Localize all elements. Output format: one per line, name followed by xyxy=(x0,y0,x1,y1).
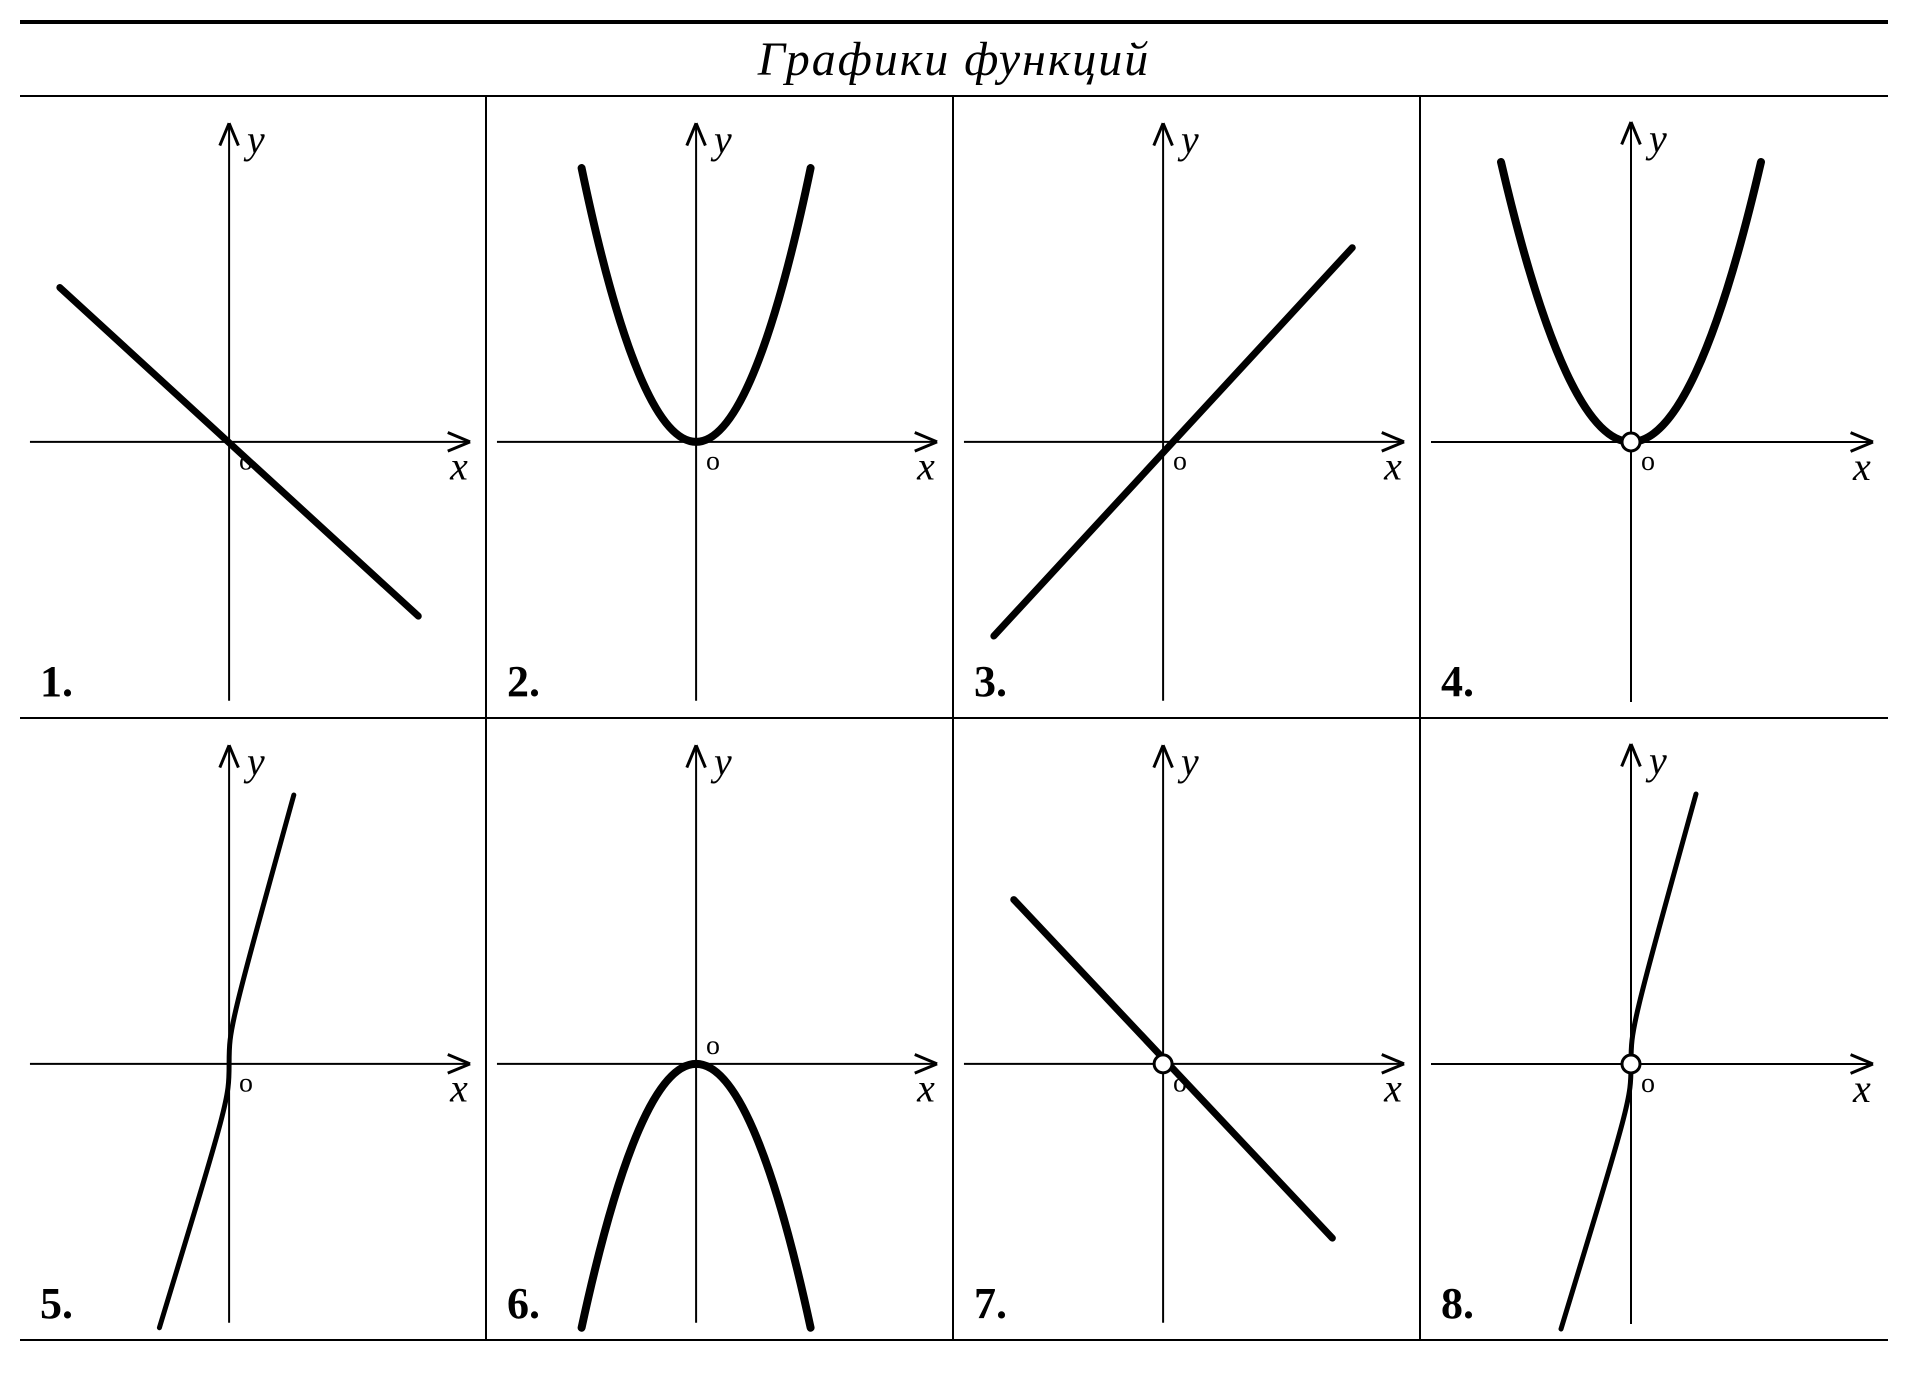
plot-cell-8: y x o 8. xyxy=(1421,719,1888,1341)
plot-number-1: 1. xyxy=(40,656,73,707)
plot-svg-8: y x o xyxy=(1421,719,1888,1339)
svg-text:x: x xyxy=(1852,1066,1871,1111)
svg-text:x: x xyxy=(1852,444,1871,489)
svg-text:x: x xyxy=(1383,445,1402,489)
svg-text:y: y xyxy=(1645,738,1667,783)
svg-text:o: o xyxy=(1173,446,1187,477)
svg-text:o: o xyxy=(1641,1068,1655,1099)
plot-cell-6: y x o 6. xyxy=(487,719,954,1341)
svg-text:x: x xyxy=(1383,1067,1402,1111)
plot-number-8: 8. xyxy=(1441,1278,1474,1329)
plot-number-7: 7. xyxy=(974,1278,1007,1329)
svg-text:y: y xyxy=(1177,118,1199,162)
svg-text:o: o xyxy=(706,1030,720,1061)
svg-text:o: o xyxy=(239,1068,253,1099)
plot-cell-4: y x o 4. xyxy=(1421,97,1888,719)
plot-cell-2: y x o 2. xyxy=(487,97,954,719)
plot-number-4: 4. xyxy=(1441,656,1474,707)
svg-text:y: y xyxy=(243,740,265,784)
svg-text:y: y xyxy=(710,118,732,162)
svg-text:y: y xyxy=(1177,740,1199,784)
plot-cell-5: y x o 5. xyxy=(20,719,487,1341)
svg-text:x: x xyxy=(449,1067,468,1111)
plot-svg-7: y x o xyxy=(954,719,1419,1339)
plot-cell-7: y x o 7. xyxy=(954,719,1421,1341)
plot-cell-1: y x o 1. xyxy=(20,97,487,719)
plot-cell-3: y x o 3. xyxy=(954,97,1421,719)
worksheet: Графики функций y x o 1. xyxy=(20,20,1888,1341)
plot-svg-1: y x o xyxy=(20,97,485,717)
plot-grid: y x o 1. y x o 2. xyxy=(20,97,1888,1341)
svg-text:o: o xyxy=(1641,446,1655,477)
svg-text:y: y xyxy=(710,740,732,784)
svg-text:y: y xyxy=(243,118,265,162)
svg-text:x: x xyxy=(916,1067,935,1111)
plot-number-2: 2. xyxy=(507,656,540,707)
plot-number-6: 6. xyxy=(507,1278,540,1329)
plot-number-5: 5. xyxy=(40,1278,73,1329)
svg-text:x: x xyxy=(449,445,468,489)
svg-text:o: o xyxy=(239,446,253,477)
plot-svg-4: y x o xyxy=(1421,97,1888,717)
svg-text:o: o xyxy=(1173,1068,1187,1099)
svg-text:o: o xyxy=(706,446,720,477)
page-title: Графики функций xyxy=(20,24,1888,97)
svg-text:y: y xyxy=(1645,116,1667,161)
plot-svg-3: y x o xyxy=(954,97,1419,717)
plot-svg-2: y x o xyxy=(487,97,952,717)
plot-svg-5: y x o xyxy=(20,719,485,1339)
svg-text:x: x xyxy=(916,445,935,489)
plot-svg-6: y x o xyxy=(487,719,952,1339)
plot-number-3: 3. xyxy=(974,656,1007,707)
